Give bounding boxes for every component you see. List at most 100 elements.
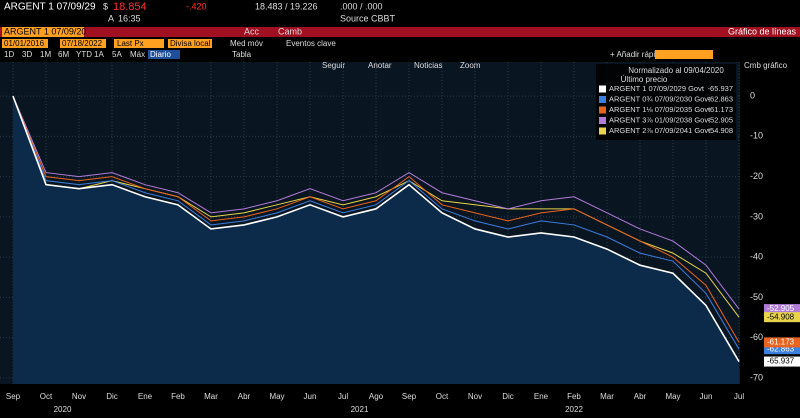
events[interactable]: Eventos clave <box>286 39 336 48</box>
y-tick-label: -70 <box>750 372 763 382</box>
range-button[interactable]: 1A <box>94 50 104 59</box>
price: 18.854 <box>113 1 147 13</box>
panel-title: Gráfico de líneas <box>728 26 797 36</box>
start-field[interactable] <box>2 39 48 48</box>
frequency-box[interactable] <box>148 50 180 59</box>
value-tag <box>764 337 800 348</box>
legend-name: ARGENT 2⅞ 07/09/2041 Govt <box>609 126 711 135</box>
year-label: 2022 <box>565 405 583 414</box>
x-tick-label: Feb <box>567 392 581 401</box>
actions-menu[interactable]: Acc <box>244 26 260 36</box>
x-tick-label: Dic <box>106 392 118 401</box>
time-flag: A <box>108 13 114 23</box>
y-tick-label: 0 <box>750 90 755 100</box>
yield: .000 / .000 <box>340 1 383 11</box>
range-button[interactable]: YTD <box>76 50 92 59</box>
y-tick-label: -30 <box>750 211 763 221</box>
currency-box[interactable] <box>168 39 212 48</box>
ticker: ARGENT 1 07/09/29 <box>4 2 96 13</box>
range-button[interactable]: Máx <box>130 50 145 59</box>
value-tag-label: -54.908 <box>767 312 795 321</box>
value-tag-label: -62.863 <box>767 344 795 353</box>
x-tick-label: Feb <box>171 392 185 401</box>
legend-name: ARGENT 3⅞ 01/09/2038 Govt <box>609 115 711 124</box>
y-tick-label: -40 <box>750 252 763 262</box>
series-line <box>12 95 740 350</box>
time: 16:35 <box>118 13 141 23</box>
end-field[interactable] <box>60 39 106 48</box>
security-field[interactable] <box>2 27 84 37</box>
x-tick-label: Sep <box>402 392 417 401</box>
x-tick-label: Mar <box>600 392 614 401</box>
y-tick-label: -50 <box>750 292 763 302</box>
legend-name: ARGENT 0¾ 07/09/2030 Govt <box>609 94 711 103</box>
x-tick-label: May <box>269 392 284 401</box>
value-tag <box>764 356 800 367</box>
legend-swatch <box>599 96 606 103</box>
frequency: Diario <box>150 50 171 59</box>
legend-swatch <box>599 127 606 135</box>
legend-name: ARGENT 1 07/09/2029 Govt <box>609 84 705 93</box>
legend-value: -54.908 <box>708 126 733 135</box>
legend-value: -61.173 <box>708 105 733 114</box>
range-button[interactable]: 1M <box>40 50 51 59</box>
value-tag <box>764 312 800 323</box>
start-date: 01/01/2016 <box>4 39 45 48</box>
field: Last Px <box>117 39 144 48</box>
tool-button[interactable]: Zoom <box>460 61 481 70</box>
moving-avg[interactable]: Med móv <box>230 39 263 48</box>
legend-subtitle: Último precio <box>621 75 668 84</box>
y-tick-label: -20 <box>750 171 763 181</box>
series-line <box>12 95 740 310</box>
legend-value: -65.937 <box>708 84 733 93</box>
value-tag-label: -52.905 <box>767 304 795 313</box>
range-button[interactable]: 6M <box>58 50 69 59</box>
quick-add[interactable]: + Añadir rápi <box>610 50 655 59</box>
value-tag-label: -61.173 <box>767 337 795 346</box>
legend-swatch <box>599 106 606 114</box>
bid-ask: 18.483 / 19.226 <box>255 1 318 11</box>
x-tick-label: Abr <box>634 392 647 401</box>
legend-name: ARGENT 1⅛ 07/09/2035 Govt <box>609 105 711 114</box>
table[interactable]: Tabla <box>232 50 252 59</box>
x-tick-label: Jun <box>700 392 713 401</box>
tool-button[interactable]: Anotar <box>368 61 392 70</box>
end-date: 07/18/2022 <box>62 39 103 48</box>
x-tick-label: Dic <box>502 392 514 401</box>
legend-swatch <box>599 117 606 124</box>
x-tick-label: Ene <box>534 392 549 401</box>
x-tick-label: Oct <box>436 392 449 401</box>
plot: 0 -10 -20 -30 -40 -50 -60 -70 Sep Oct Nov Dic Ene Feb… <box>0 62 800 414</box>
y-tick-label: -10 <box>750 131 763 141</box>
legend-box <box>596 64 736 140</box>
range-button[interactable]: 5A <box>112 50 122 59</box>
value-tag <box>764 304 800 315</box>
legend-swatch <box>599 85 606 93</box>
tool-button[interactable]: Seguir <box>322 61 345 70</box>
range-buttons: 1D 3D 1M 6M YTD 1A 5A Máx <box>4 50 145 59</box>
legend-title: Normalizado al 09/04/2020 <box>628 66 724 75</box>
toolbar: Seguir Anotar Noticias Zoom <box>322 61 481 70</box>
tool-button[interactable]: Noticias <box>414 61 442 70</box>
currency-mode: Divisa local <box>170 39 211 48</box>
series-line <box>12 95 740 343</box>
x-tick-label: May <box>665 392 680 401</box>
series-line <box>12 95 740 362</box>
range-button[interactable]: 3D <box>22 50 32 59</box>
source: Source CBBT <box>340 13 396 23</box>
x-tick-label: Jun <box>304 392 317 401</box>
title-bar <box>0 27 800 37</box>
currency: $ <box>103 1 108 11</box>
value-tag-label: -65.937 <box>767 357 795 366</box>
x-tick-label: Ene <box>138 392 153 401</box>
change-menu[interactable]: Camb <box>278 26 302 36</box>
range-button[interactable]: 1D <box>4 50 14 59</box>
field-box[interactable] <box>114 39 164 48</box>
x-tick-label: Nov <box>72 392 86 401</box>
chart-combo[interactable]: Cmb gráfico <box>744 61 788 70</box>
area <box>13 96 739 385</box>
quick-add-field[interactable] <box>655 50 713 59</box>
